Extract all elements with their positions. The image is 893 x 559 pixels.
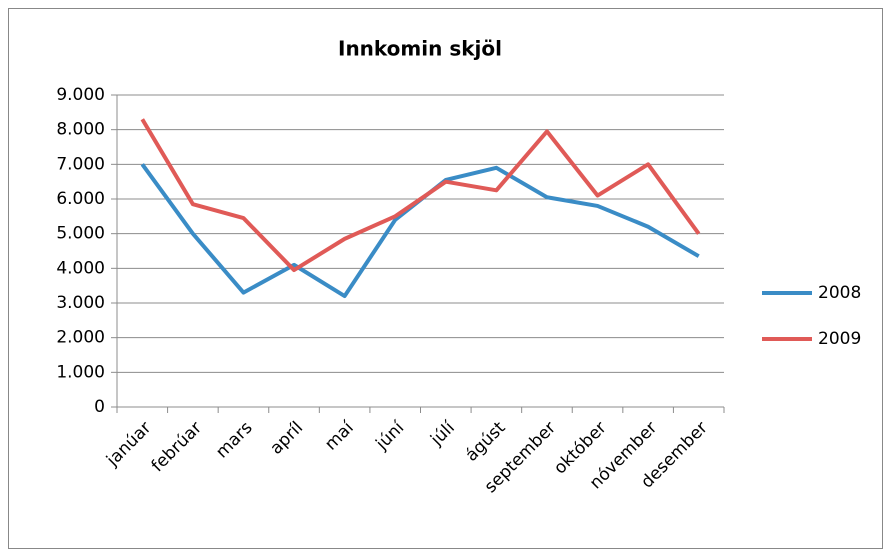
y-tick-label: 2.000 — [56, 328, 105, 348]
legend-label: 2009 — [818, 329, 861, 349]
y-tick-label: 9.000 — [56, 85, 105, 105]
series-line — [140, 118, 701, 273]
chart-title: Innkomin skjöl — [338, 37, 502, 61]
y-tick-label: 6.000 — [56, 189, 105, 209]
y-tick-label: 5.000 — [56, 224, 105, 244]
y-tick-label: 0 — [94, 397, 105, 417]
y-tick-label: 1.000 — [56, 362, 105, 382]
chart-frame — [8, 8, 883, 549]
y-tick-label: 8.000 — [56, 120, 105, 140]
y-tick-label: 7.000 — [56, 154, 105, 174]
y-tick-label: 4.000 — [56, 258, 105, 278]
legend-label: 2008 — [818, 283, 861, 303]
y-tick-label: 3.000 — [56, 293, 105, 313]
